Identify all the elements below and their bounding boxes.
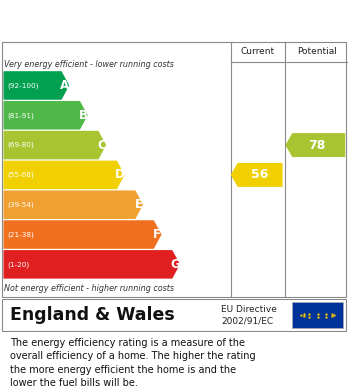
Text: (55-68): (55-68) — [8, 172, 34, 178]
Text: (81-91): (81-91) — [8, 112, 34, 118]
Polygon shape — [3, 161, 125, 189]
Text: A: A — [60, 79, 69, 92]
Polygon shape — [3, 250, 180, 279]
Text: EU Directive: EU Directive — [221, 305, 277, 314]
Text: B: B — [79, 109, 88, 122]
Text: E: E — [134, 198, 142, 211]
Text: Potential: Potential — [297, 47, 337, 56]
Text: England & Wales: England & Wales — [10, 306, 175, 324]
Text: Current: Current — [241, 47, 275, 56]
Polygon shape — [3, 131, 106, 160]
Polygon shape — [231, 163, 283, 187]
Text: (1-20): (1-20) — [8, 261, 30, 267]
Polygon shape — [3, 190, 143, 219]
Text: (69-80): (69-80) — [8, 142, 34, 148]
Text: F: F — [153, 228, 161, 241]
Polygon shape — [3, 220, 161, 249]
Text: Not energy efficient - higher running costs: Not energy efficient - higher running co… — [4, 284, 174, 293]
Text: Very energy efficient - lower running costs: Very energy efficient - lower running co… — [4, 59, 174, 68]
Text: Energy Efficiency Rating: Energy Efficiency Rating — [10, 13, 231, 28]
Polygon shape — [285, 133, 345, 157]
Text: (39-54): (39-54) — [8, 201, 34, 208]
Text: 56: 56 — [251, 169, 268, 181]
Text: The energy efficiency rating is a measure of the
overall efficiency of a home. T: The energy efficiency rating is a measur… — [10, 338, 256, 388]
Text: (21-38): (21-38) — [8, 231, 34, 238]
Text: 78: 78 — [308, 138, 326, 152]
Text: 2002/91/EC: 2002/91/EC — [221, 317, 273, 326]
Bar — [292, 302, 343, 328]
Text: (92-100): (92-100) — [8, 82, 39, 89]
Text: C: C — [97, 138, 106, 152]
Polygon shape — [3, 71, 69, 100]
Text: D: D — [115, 169, 125, 181]
Text: G: G — [171, 258, 180, 271]
Polygon shape — [3, 101, 88, 129]
